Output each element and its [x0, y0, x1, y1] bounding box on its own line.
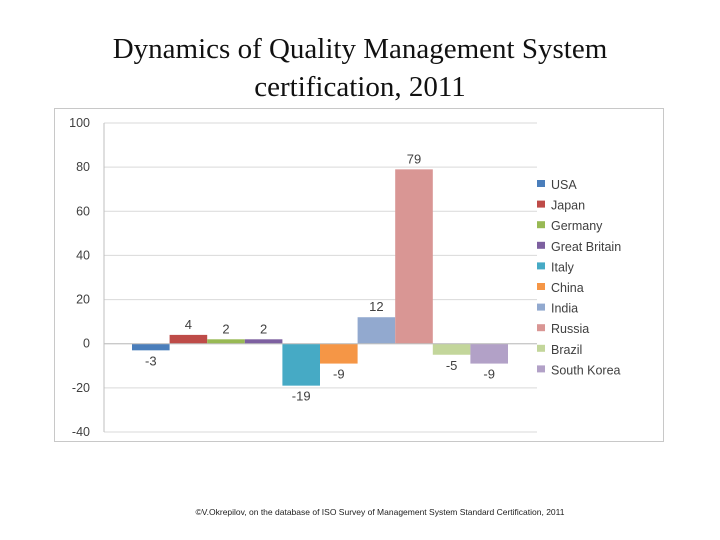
- legend-swatch: [537, 324, 545, 331]
- legend-swatch: [537, 262, 545, 269]
- legend-swatch: [537, 180, 545, 187]
- chart-frame: 100 80 60 40 20 0 -20 -40 -3 4 2 2 -19 -9 12 79 -5 -9 USA J…: [54, 108, 664, 442]
- data-label: -9: [333, 367, 345, 382]
- data-label: 2: [260, 321, 267, 336]
- slide-title-line-2: certification, 2011: [40, 68, 680, 106]
- slide-title: Dynamics of Quality Management System ce…: [40, 30, 680, 106]
- legend-label: Russia: [551, 322, 589, 336]
- data-label: -19: [292, 389, 311, 404]
- data-label: -3: [145, 353, 157, 368]
- bar-india: [358, 317, 396, 343]
- legend-label: USA: [551, 178, 577, 192]
- data-label: -5: [446, 358, 458, 373]
- data-label: 2: [222, 321, 229, 336]
- bar-germany: [207, 339, 245, 343]
- legend-label: Japan: [551, 199, 585, 213]
- y-tick-label: 60: [76, 204, 90, 218]
- source-footnote: ©V.Okrepilov, on the database of ISO Sur…: [0, 507, 720, 517]
- y-tick-label: 0: [83, 337, 90, 351]
- y-tick-label: 100: [69, 116, 90, 130]
- slide-title-line-1: Dynamics of Quality Management System: [40, 30, 680, 68]
- legend-swatch: [537, 201, 545, 208]
- data-label: 79: [407, 151, 421, 166]
- legend-swatch: [537, 304, 545, 311]
- legend-swatch: [537, 221, 545, 228]
- data-label: -9: [483, 367, 495, 382]
- bar-great-britain: [245, 339, 283, 343]
- legend-label: Great Britain: [551, 240, 621, 254]
- bar-chart: 100 80 60 40 20 0 -20 -40 -3 4 2 2 -19 -9 12 79 -5 -9 USA J…: [55, 109, 665, 443]
- data-label: 4: [185, 317, 192, 332]
- legend-label: Italy: [551, 260, 575, 274]
- legend-label: South Korea: [551, 363, 621, 377]
- y-tick-label: 20: [76, 293, 90, 307]
- bar-brazil: [433, 344, 471, 355]
- bar-russia: [395, 169, 433, 343]
- data-label: 12: [369, 299, 383, 314]
- legend-label: Germany: [551, 219, 603, 233]
- legend-swatch: [537, 345, 545, 352]
- bar-south-korea: [470, 344, 508, 364]
- y-tick-label: -40: [72, 425, 90, 439]
- legend-swatch: [537, 242, 545, 249]
- y-tick-label: 40: [76, 248, 90, 262]
- y-tick-label: -20: [72, 381, 90, 395]
- bar-usa: [132, 344, 170, 351]
- legend-label: India: [551, 302, 578, 316]
- legend-swatch: [537, 283, 545, 290]
- legend-label: China: [551, 281, 584, 295]
- bar-china: [320, 344, 358, 364]
- legend-label: Brazil: [551, 343, 582, 357]
- bar-italy: [282, 344, 320, 386]
- bar-japan: [170, 335, 208, 344]
- y-tick-label: 80: [76, 160, 90, 174]
- legend-swatch: [537, 365, 545, 372]
